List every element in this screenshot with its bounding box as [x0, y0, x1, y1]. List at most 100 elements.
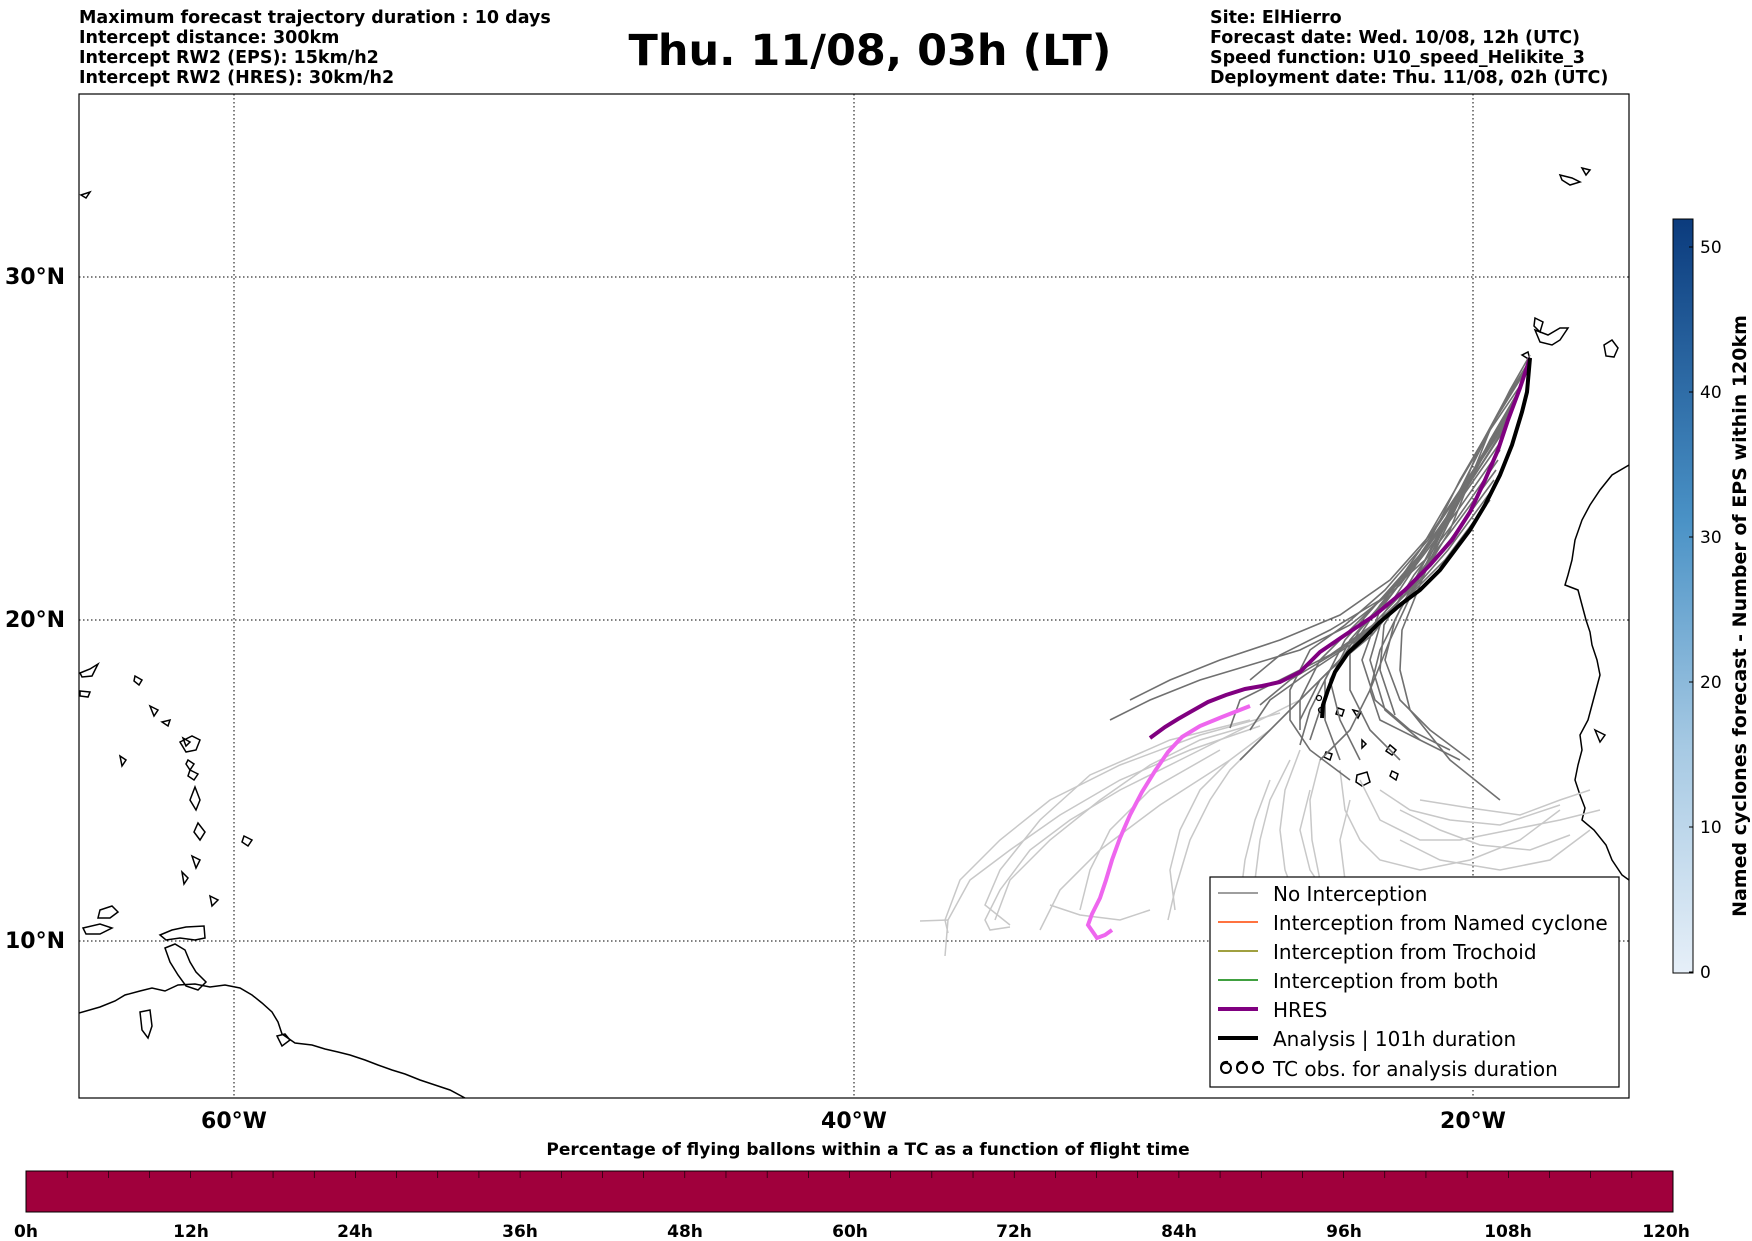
- island-3: [139, 1009, 153, 1040]
- trajectory: [944, 712, 1281, 934]
- trajectory-parameters: Maximum forecast trajectory duration : 1…: [79, 8, 551, 88]
- legend-label-analysis: Analysis | 101h duration: [1273, 1027, 1516, 1051]
- lon-label-40w: 40°W: [821, 1109, 887, 1134]
- trajectory: [1049, 904, 1151, 921]
- island-1: [97, 905, 120, 919]
- west-africa-coast: [1564, 464, 1629, 881]
- trajectory: [1339, 769, 1561, 871]
- madeira-2: [1580, 166, 1592, 177]
- forecast-metadata: Site: ElHierro Forecast date: Wed. 10/08…: [1210, 8, 1608, 88]
- lon-label-60w: 60°W: [201, 1109, 267, 1134]
- cv-island-1: [1335, 707, 1345, 717]
- colorbar-tick-50: 50: [1700, 238, 1722, 258]
- bar-tick-label: 120h: [1642, 1222, 1690, 1241]
- trajectory: [984, 719, 1251, 926]
- island-19: [241, 834, 254, 848]
- lat-label-10n: 10°N: [5, 929, 65, 954]
- legend-label-both: Interception from both: [1273, 969, 1499, 993]
- trajectory: [984, 699, 1301, 931]
- info-line-intercept-distance: Intercept distance: 300km: [79, 28, 340, 48]
- island-5: [79, 661, 100, 678]
- island-16: [190, 854, 202, 870]
- madeira: [1558, 173, 1583, 186]
- trajectory: [1399, 809, 1571, 851]
- trajectory: [1249, 489, 1493, 731]
- trajectory: [1039, 729, 1271, 931]
- island-20: [118, 754, 128, 768]
- trajectory: [1361, 439, 1503, 751]
- map-border: [78, 93, 1630, 1099]
- trinidad-area: [164, 943, 208, 991]
- bar-tick-label: 36h: [502, 1222, 538, 1241]
- bar-tick-label: 12h: [173, 1222, 209, 1241]
- legend-label-no-interception: No Interception: [1273, 882, 1427, 906]
- island-11: [178, 735, 201, 753]
- colorbar: 0 10 20 30 40 50 Named cyclones forecast…: [1672, 218, 1751, 983]
- bar-tick-label: 84h: [1161, 1222, 1197, 1241]
- eps-trajectories-late: [919, 699, 1601, 957]
- colorbar-tick-40: 40: [1700, 383, 1722, 403]
- cv-island-5: [1355, 771, 1371, 787]
- island-14: [189, 784, 201, 812]
- south-america-coast: [79, 983, 466, 1098]
- colorbar-tick-10: 10: [1700, 818, 1722, 838]
- island-17: [180, 869, 189, 886]
- info-line-site: Site: ElHierro: [1210, 8, 1342, 28]
- trajectory: [1399, 829, 1591, 871]
- flight-time-bar: Percentage of flying ballons within a TC…: [14, 1140, 1690, 1241]
- lon-label-20w: 20°W: [1440, 1109, 1506, 1134]
- island-13: [187, 768, 200, 782]
- legend-label-named-cyclone: Interception from Named cyclone: [1273, 911, 1608, 935]
- bar-tick-label: 108h: [1484, 1222, 1532, 1241]
- bar-tick-label: 24h: [337, 1222, 373, 1241]
- cv-island-3: [1361, 738, 1368, 750]
- trajectory: [919, 919, 949, 922]
- info-line-forecast-date: Forecast date: Wed. 10/08, 12h (UTC): [1210, 28, 1581, 48]
- bar-tick-label: 96h: [1326, 1222, 1362, 1241]
- info-line-max-duration: Maximum forecast trajectory duration : 1…: [79, 8, 551, 28]
- lat-label-30n: 30°N: [5, 265, 65, 290]
- lat-label-20n: 20°N: [5, 608, 65, 633]
- bar-tick-label: 72h: [996, 1222, 1032, 1241]
- colorbar-tick-20: 20: [1700, 673, 1722, 693]
- info-line-intercept-eps: Intercept RW2 (EPS): 15km/h2: [79, 48, 379, 68]
- legend: No Interception Interception from Named …: [1209, 876, 1620, 1088]
- island-6: [79, 690, 92, 698]
- colorbar-tick-0: 0: [1700, 963, 1711, 983]
- legend-box: [1209, 876, 1620, 1088]
- trajectory: [1169, 759, 1231, 911]
- africa-feature: [1593, 728, 1607, 744]
- legend-label-hres: HRES: [1273, 998, 1327, 1022]
- trajectory: [1289, 419, 1509, 781]
- island-4: [275, 1033, 292, 1048]
- cv-island-6: [1389, 769, 1399, 782]
- trajectory: [1359, 779, 1601, 841]
- caribbean-coast-island: [158, 925, 206, 941]
- trajectory: [994, 725, 1249, 921]
- legend-label-trochoid: Interception from Trochoid: [1273, 940, 1537, 964]
- hres-trajectory-late: [1085, 704, 1251, 941]
- island-2: [81, 923, 114, 935]
- trajectory: [1079, 749, 1221, 911]
- legend-label-tc-obs: TC obs. for analysis duration: [1272, 1057, 1558, 1081]
- colorbar-gradient: [1672, 218, 1694, 974]
- trajectory: [1419, 789, 1591, 816]
- info-line-deployment-date: Deployment date: Thu. 11/08, 02h (UTC): [1210, 68, 1609, 88]
- island-15: [193, 821, 206, 842]
- colorbar-ticks: [1689, 246, 1693, 973]
- analysis-trajectory: [1320, 357, 1532, 719]
- tc-obs-marker: [1317, 706, 1325, 714]
- canary-islands: [1533, 327, 1570, 346]
- bar-tick-label: 48h: [667, 1222, 703, 1241]
- flight-time-bar-title: Percentage of flying ballons within a TC…: [546, 1140, 1189, 1160]
- trajectory: [944, 725, 1261, 957]
- canary-island-2: [1603, 338, 1619, 358]
- hres-trajectory: [1148, 357, 1532, 740]
- colorbar-label: Named cyclones forecast - Number of EPS …: [1729, 315, 1751, 917]
- island-7: [133, 674, 144, 687]
- flight-time-bar-tick-labels: 0h 12h 24h 36h 48h 60h 72h 84h 96h 108h …: [14, 1222, 1690, 1241]
- tc-obs-marker: [1315, 694, 1323, 702]
- map-title: Thu. 11/08, 03h (LT): [628, 26, 1112, 76]
- trajectory: [1349, 429, 1505, 761]
